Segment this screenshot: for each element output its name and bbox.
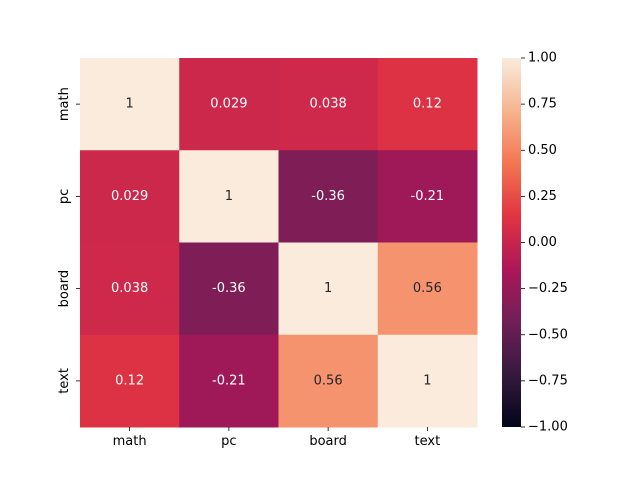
- cell-value-label: 1: [423, 373, 431, 388]
- colorbar-tick-label: −1.00: [528, 420, 568, 435]
- colorbar-tick-label: 0.00: [528, 235, 557, 250]
- cell-value-label: -0.36: [212, 281, 246, 296]
- colorbar-tick-label: −0.75: [528, 373, 568, 388]
- cell-value-label: -0.21: [411, 189, 445, 204]
- heatmap-cell-labels: 1 0.029 0.038 0.12 0.029 1 -0.36 -0.21 0.038 -0.3…: [111, 97, 444, 389]
- heatmap-cell: [377, 242, 478, 336]
- cell-value-label: 0.029: [210, 97, 247, 112]
- cell-value-label: 0.12: [413, 97, 442, 112]
- y-tick-label: pc: [57, 189, 72, 204]
- y-tick-label: board: [57, 270, 72, 308]
- colorbar: 1.00 0.75 0.50 0.25 0.00 −0.25 −0.50 −0.75 −1.00: [502, 51, 568, 435]
- heatmap-cell: [278, 58, 379, 151]
- colorbar-gradient: [502, 58, 521, 427]
- x-tick-label: math: [113, 434, 147, 449]
- cell-value-label: 1: [125, 97, 133, 112]
- cell-value-label: 0.029: [111, 189, 148, 204]
- y-axis: math pc board text: [57, 87, 80, 394]
- cell-value-label: 0.12: [115, 373, 144, 388]
- heatmap-cell: [278, 242, 379, 336]
- heatmap-cell: [377, 150, 478, 243]
- heatmap-cell: [377, 58, 478, 151]
- cell-value-label: 0.038: [310, 97, 347, 112]
- heatmap-cells: [80, 58, 478, 428]
- cell-value-label: 0.56: [314, 373, 343, 388]
- colorbar-tick-label: −0.50: [528, 327, 568, 342]
- heatmap-cell: [278, 150, 379, 243]
- heatmap-cell: [80, 150, 180, 243]
- x-axis: math pc board text: [113, 427, 441, 449]
- colorbar-tick-label: 0.50: [528, 143, 557, 158]
- cell-value-label: 0.038: [111, 281, 148, 296]
- heatmap-cell: [179, 242, 279, 336]
- cell-value-label: -0.21: [212, 373, 246, 388]
- heatmap-cell: [179, 150, 279, 243]
- heatmap-cell: [377, 334, 478, 428]
- x-tick-label: text: [415, 434, 441, 449]
- colorbar-tick-label: 0.75: [528, 97, 557, 112]
- heatmap-cell: [80, 334, 180, 428]
- x-tick-label: pc: [221, 434, 236, 449]
- colorbar-tick-label: 0.25: [528, 189, 557, 204]
- heatmap-cell: [179, 334, 279, 428]
- cell-value-label: -0.36: [311, 189, 345, 204]
- heatmap-cell: [278, 334, 379, 428]
- colorbar-tick-label: 1.00: [528, 51, 557, 66]
- cell-value-label: 1: [225, 189, 233, 204]
- heatmap-cell: [80, 58, 180, 151]
- colorbar-tick-label: −0.25: [528, 281, 568, 296]
- heatmap-cell: [179, 58, 279, 151]
- cell-value-label: 0.56: [413, 281, 442, 296]
- y-tick-label: math: [57, 87, 72, 121]
- y-tick-label: text: [57, 368, 72, 394]
- x-tick-label: board: [309, 434, 347, 449]
- cell-value-label: 1: [324, 281, 332, 296]
- heatmap-cell: [80, 242, 180, 336]
